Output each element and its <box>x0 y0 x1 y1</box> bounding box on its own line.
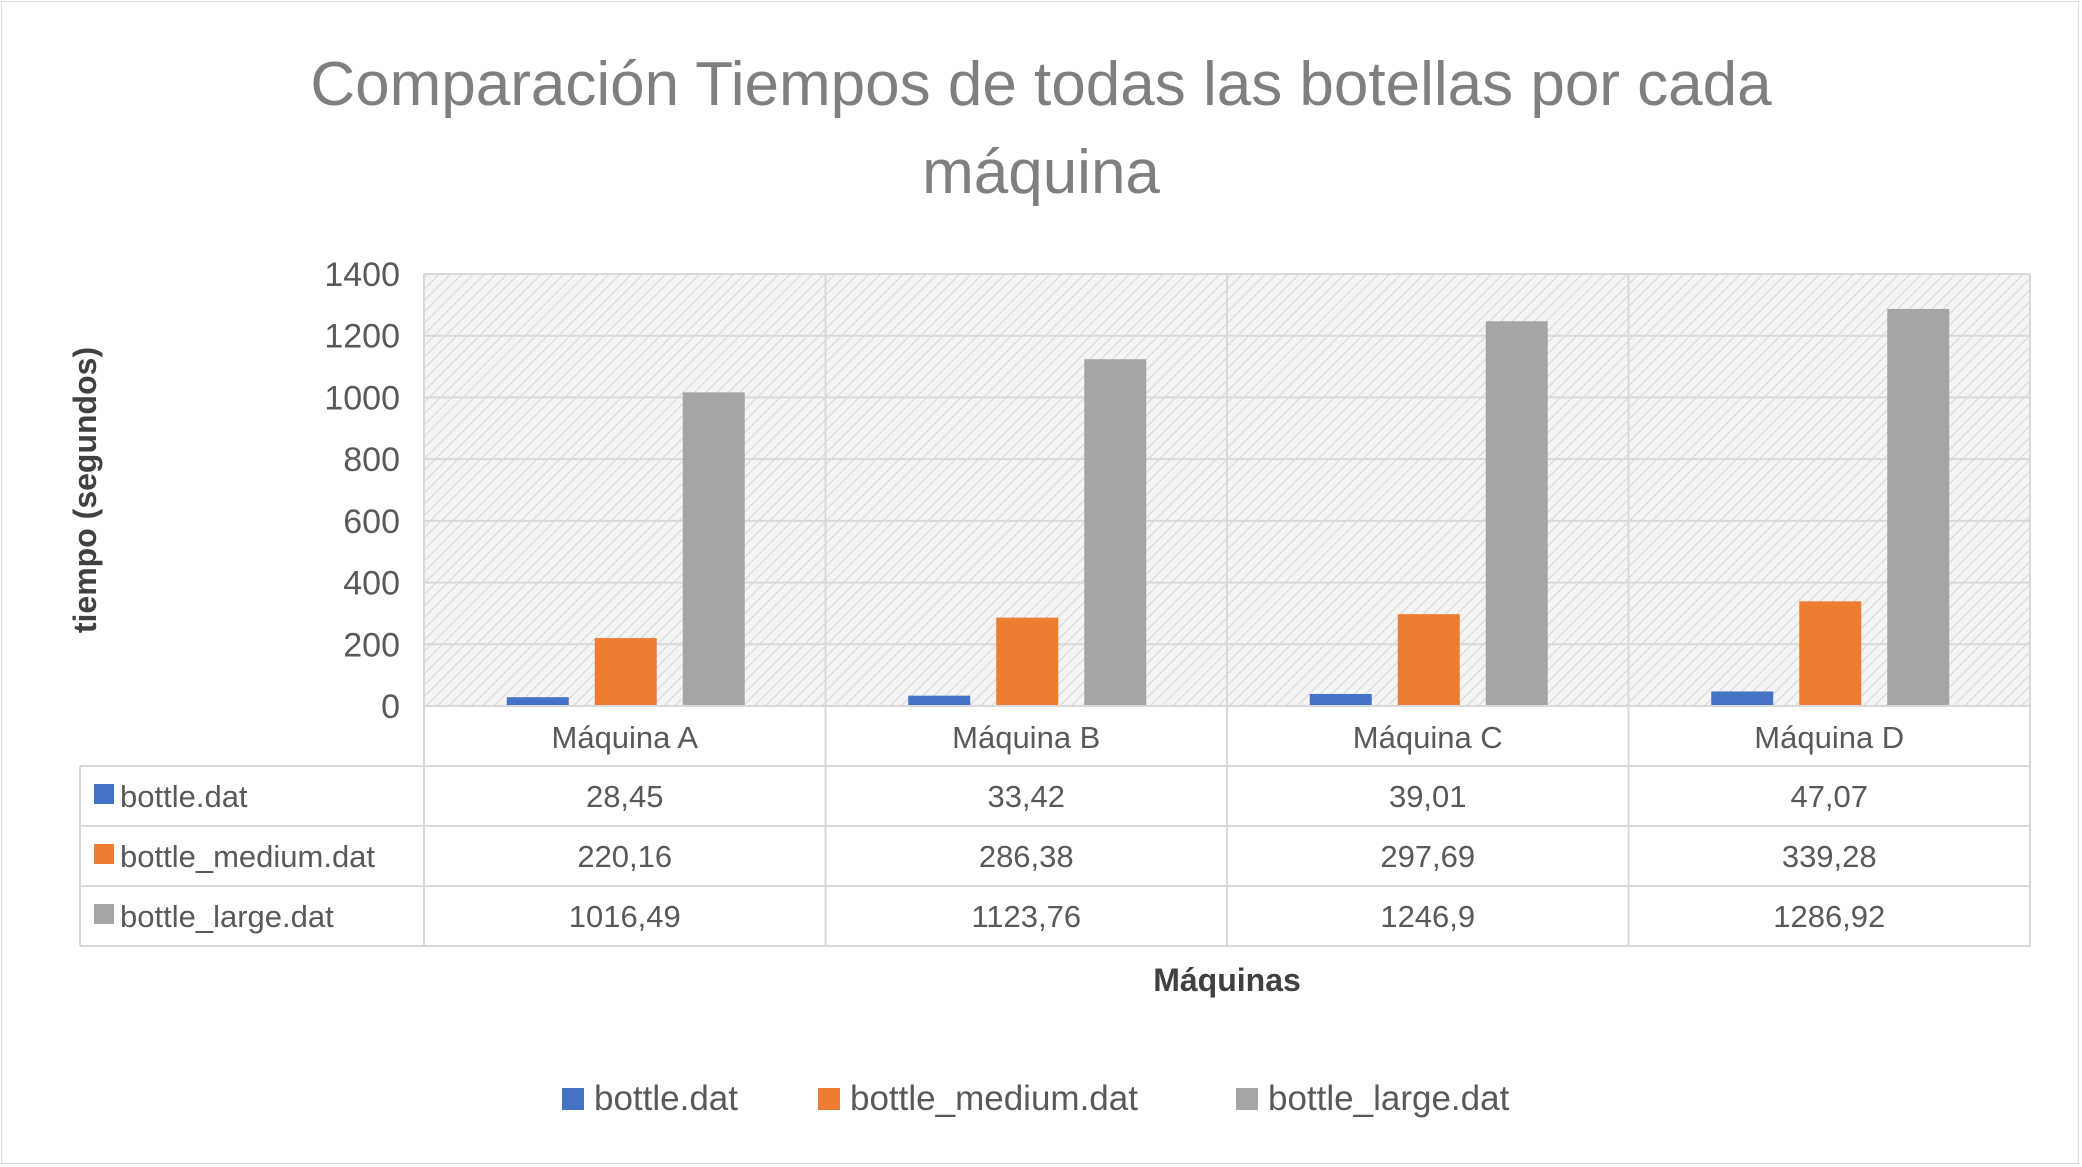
table-legend-key <box>94 784 114 804</box>
table-cell: 220,16 <box>577 839 672 874</box>
y-tick-label: 600 <box>343 503 400 541</box>
category-label: Máquina B <box>952 720 1100 755</box>
legend-swatch <box>562 1088 584 1110</box>
bar-bottle-dat <box>1711 691 1774 706</box>
y-tick-label: 800 <box>343 441 400 479</box>
category-label: Máquina C <box>1353 720 1503 755</box>
bar-bottle-dat <box>506 697 569 706</box>
table-cell: 1016,49 <box>569 899 681 934</box>
table-cell: 28,45 <box>586 779 664 814</box>
table-cell: 47,07 <box>1790 779 1868 814</box>
bar-bottle-medium-dat <box>594 638 657 706</box>
bar-bottle-dat <box>908 695 971 706</box>
table-cell: 1123,76 <box>971 899 1081 934</box>
table-series-name: bottle_medium.dat <box>120 839 375 874</box>
y-tick-label: 0 <box>381 688 400 726</box>
table-cell: 297,69 <box>1380 839 1475 874</box>
legend-label: bottle.dat <box>594 1079 738 1118</box>
y-tick-label: 1000 <box>324 379 400 417</box>
y-tick-label: 1200 <box>324 318 400 356</box>
table-cell: 39,01 <box>1389 779 1467 814</box>
table-cell: 339,28 <box>1782 839 1877 874</box>
table-series-name: bottle_large.dat <box>120 899 334 934</box>
legend-swatch <box>1236 1088 1258 1110</box>
bar-bottle-medium-dat <box>1397 614 1460 706</box>
table-legend-key <box>94 904 114 924</box>
y-tick-label: 1400 <box>324 256 400 294</box>
category-label: Máquina D <box>1754 720 1904 755</box>
chart-title-line-1: Comparación Tiempos de todas las botella… <box>310 50 1772 119</box>
table-cell: 286,38 <box>979 839 1074 874</box>
table-legend-key <box>94 844 114 864</box>
legend-label: bottle_medium.dat <box>850 1079 1138 1118</box>
table-cell: 33,42 <box>987 779 1065 814</box>
bar-bottle-large-dat <box>682 392 745 706</box>
legend-swatch <box>818 1088 840 1110</box>
bar-bottle-medium-dat <box>996 617 1059 706</box>
y-axis-label: tiempo (segundos) <box>67 347 103 633</box>
table-cell: 1286,92 <box>1773 899 1885 934</box>
x-axis-label: Máquinas <box>1153 962 1301 998</box>
y-tick-label: 400 <box>343 565 400 603</box>
table-series-name: bottle.dat <box>120 779 248 814</box>
chart-title-line-2: máquina <box>922 138 1160 207</box>
bar-bottle-large-dat <box>1887 308 1950 706</box>
y-tick-label: 200 <box>343 626 400 664</box>
category-label: Máquina A <box>552 720 699 755</box>
table-cell: 1246,9 <box>1380 899 1475 934</box>
legend-label: bottle_large.dat <box>1268 1079 1510 1118</box>
bar-bottle-large-dat <box>1485 321 1548 706</box>
bar-bottle-medium-dat <box>1799 601 1862 706</box>
bar-bottle-dat <box>1309 693 1372 706</box>
bar-bottle-large-dat <box>1084 359 1147 706</box>
